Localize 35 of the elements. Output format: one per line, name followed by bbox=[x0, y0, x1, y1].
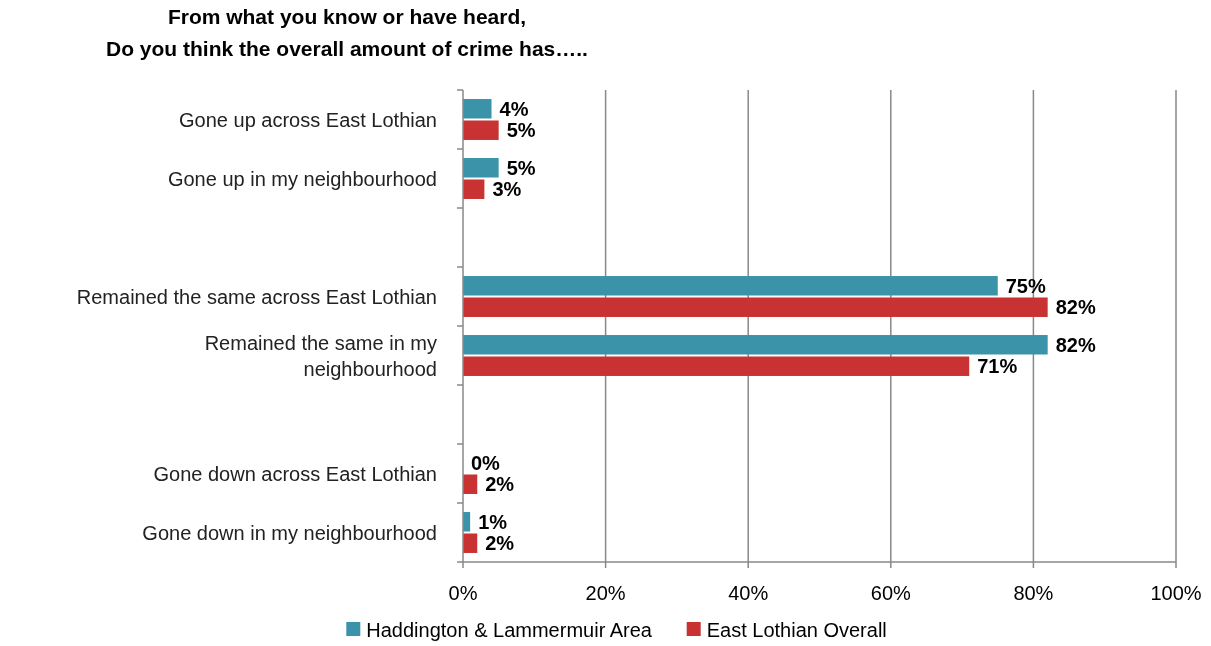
x-tick-label: 40% bbox=[728, 582, 769, 604]
legend-label: Haddington & Lammermuir Area bbox=[366, 619, 653, 641]
bar bbox=[463, 120, 499, 140]
y-tick-label: Gone down across East Lothian bbox=[153, 462, 437, 485]
x-tick-label: 100% bbox=[1150, 582, 1202, 604]
x-tick-label: 80% bbox=[1013, 582, 1054, 604]
y-tick-label: Gone up across East Lothian bbox=[179, 108, 437, 131]
data-label: 2% bbox=[485, 473, 515, 496]
y-tick-label: Remained the same in my neighbourhood bbox=[204, 331, 437, 380]
data-label: 82% bbox=[1055, 333, 1096, 356]
x-tick-label: 60% bbox=[870, 582, 912, 604]
data-label: 0% bbox=[471, 451, 501, 474]
bar bbox=[463, 297, 1048, 317]
data-label: 4% bbox=[499, 97, 529, 120]
bar bbox=[463, 99, 492, 119]
data-label: 5% bbox=[506, 156, 536, 179]
x-tick-label: 0% bbox=[448, 582, 478, 604]
bar bbox=[463, 335, 1048, 355]
y-tick-label: Gone up in my neighbourhood bbox=[167, 167, 437, 190]
data-label: 75% bbox=[1005, 274, 1046, 297]
chart-title: From what you know or have heard, Do you think the overall amount of crime has….. bbox=[106, 5, 588, 60]
y-tick-label: Remained the same across East Lothian bbox=[76, 285, 437, 308]
data-label: 1% bbox=[478, 510, 508, 533]
bar bbox=[463, 179, 485, 199]
legend-label: East Lothian Overall bbox=[706, 619, 887, 641]
data-label: 3% bbox=[492, 178, 522, 201]
data-label: 5% bbox=[506, 119, 536, 142]
bar bbox=[463, 158, 499, 178]
bar bbox=[463, 356, 970, 376]
x-tick-label: 20% bbox=[585, 582, 626, 604]
bar bbox=[463, 276, 998, 296]
y-tick-label: Gone down in my neighbourhood bbox=[142, 521, 437, 544]
data-label: 71% bbox=[977, 355, 1018, 378]
data-label: 82% bbox=[1055, 296, 1096, 319]
data-label: 2% bbox=[485, 532, 515, 555]
